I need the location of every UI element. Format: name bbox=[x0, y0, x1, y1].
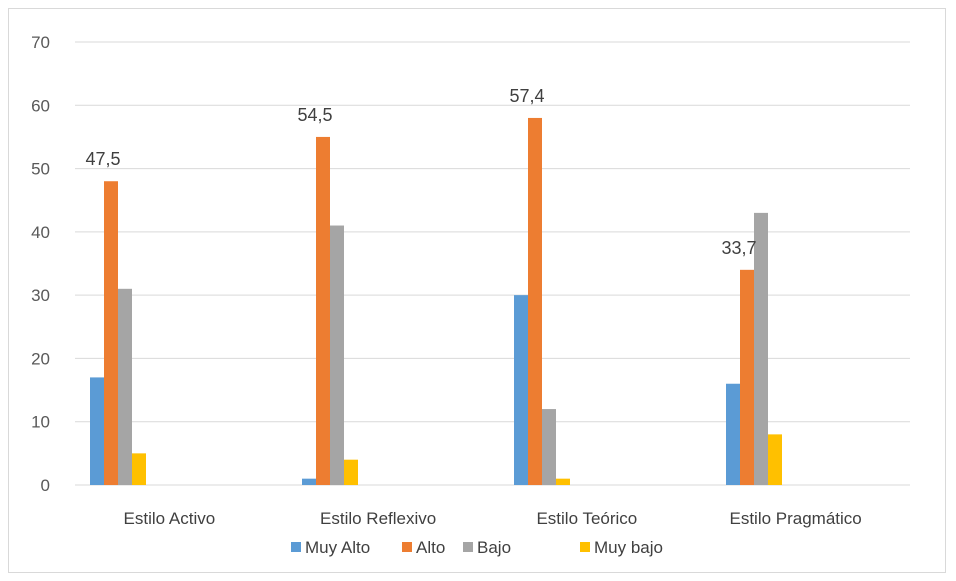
legend-swatch bbox=[291, 542, 301, 552]
bar-alto bbox=[316, 136, 330, 485]
bar-muy-bajo bbox=[768, 434, 782, 485]
bar-muy-alto bbox=[514, 295, 528, 485]
chart-frame bbox=[8, 8, 946, 573]
x-category-label: Estilo Teórico bbox=[536, 509, 637, 528]
x-category-label: Estilo Pragmático bbox=[729, 509, 861, 528]
bar-bajo bbox=[542, 409, 556, 485]
bar-alto bbox=[104, 181, 118, 485]
y-tick-label: 70 bbox=[31, 33, 50, 52]
legend-label: Muy Alto bbox=[305, 538, 370, 557]
legend-label: Muy bajo bbox=[594, 538, 663, 557]
bar-muy-alto bbox=[302, 478, 316, 485]
y-tick-label: 10 bbox=[31, 413, 50, 432]
data-label: 57,4 bbox=[509, 86, 544, 106]
bar-muy-bajo bbox=[132, 453, 146, 485]
data-label: 54,5 bbox=[297, 105, 332, 125]
y-tick-label: 20 bbox=[31, 349, 50, 368]
y-tick-label: 50 bbox=[31, 160, 50, 179]
data-label: 47,5 bbox=[85, 149, 120, 169]
x-category-label: Estilo Reflexivo bbox=[320, 509, 436, 528]
bar-bajo bbox=[330, 225, 344, 485]
legend-label: Alto bbox=[416, 538, 445, 557]
bar-alto bbox=[528, 117, 542, 485]
legend-swatch bbox=[463, 542, 473, 552]
legend-swatch bbox=[402, 542, 412, 552]
bar-muy-bajo bbox=[556, 478, 570, 485]
legend-label: Bajo bbox=[477, 538, 511, 557]
y-tick-label: 30 bbox=[31, 286, 50, 305]
bar-muy-alto bbox=[90, 377, 104, 485]
bar-bajo bbox=[754, 212, 768, 485]
bar-muy-bajo bbox=[344, 459, 358, 485]
y-tick-label: 60 bbox=[31, 96, 50, 115]
data-label: 33,7 bbox=[721, 238, 756, 258]
y-tick-label: 0 bbox=[41, 476, 50, 495]
bar-alto bbox=[740, 269, 754, 485]
legend-swatch bbox=[580, 542, 590, 552]
bar-muy-alto bbox=[726, 383, 740, 485]
y-tick-label: 40 bbox=[31, 223, 50, 242]
x-category-label: Estilo Activo bbox=[124, 509, 216, 528]
bar-bajo bbox=[118, 288, 132, 485]
